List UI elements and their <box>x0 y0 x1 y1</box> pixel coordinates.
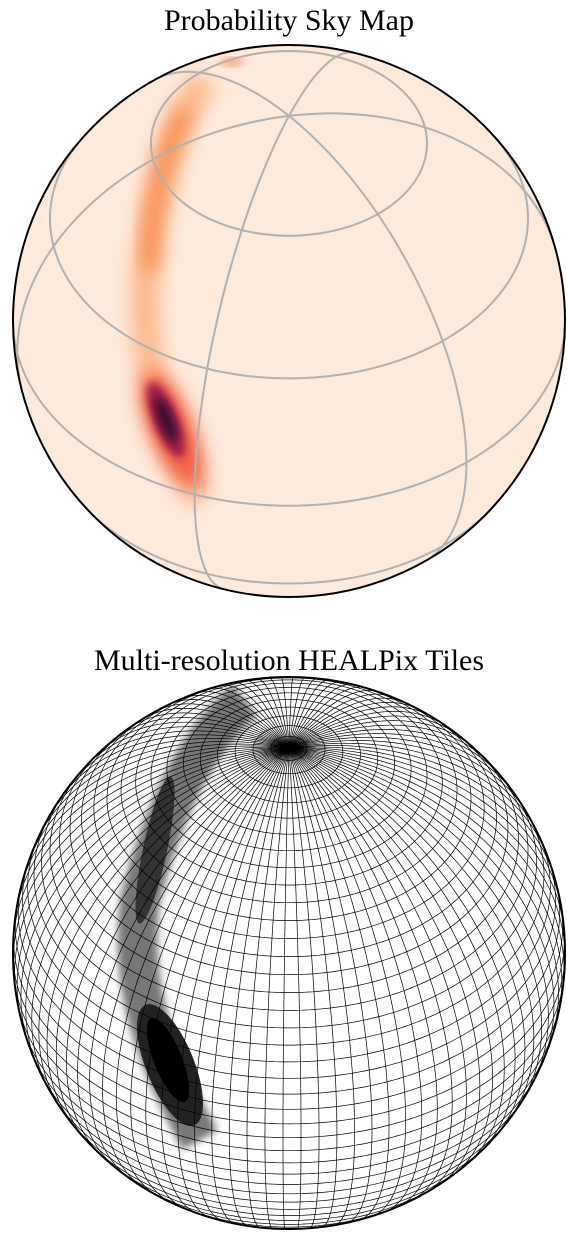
panel-title: Probability Sky Map <box>164 4 414 37</box>
panel-title: Multi-resolution HEALPix Tiles <box>94 644 484 677</box>
globe <box>13 45 565 597</box>
figure: Probability Sky Map Multi-resolution HEA… <box>0 0 567 1241</box>
page: Probability Sky Map Multi-resolution HEA… <box>0 0 567 1241</box>
